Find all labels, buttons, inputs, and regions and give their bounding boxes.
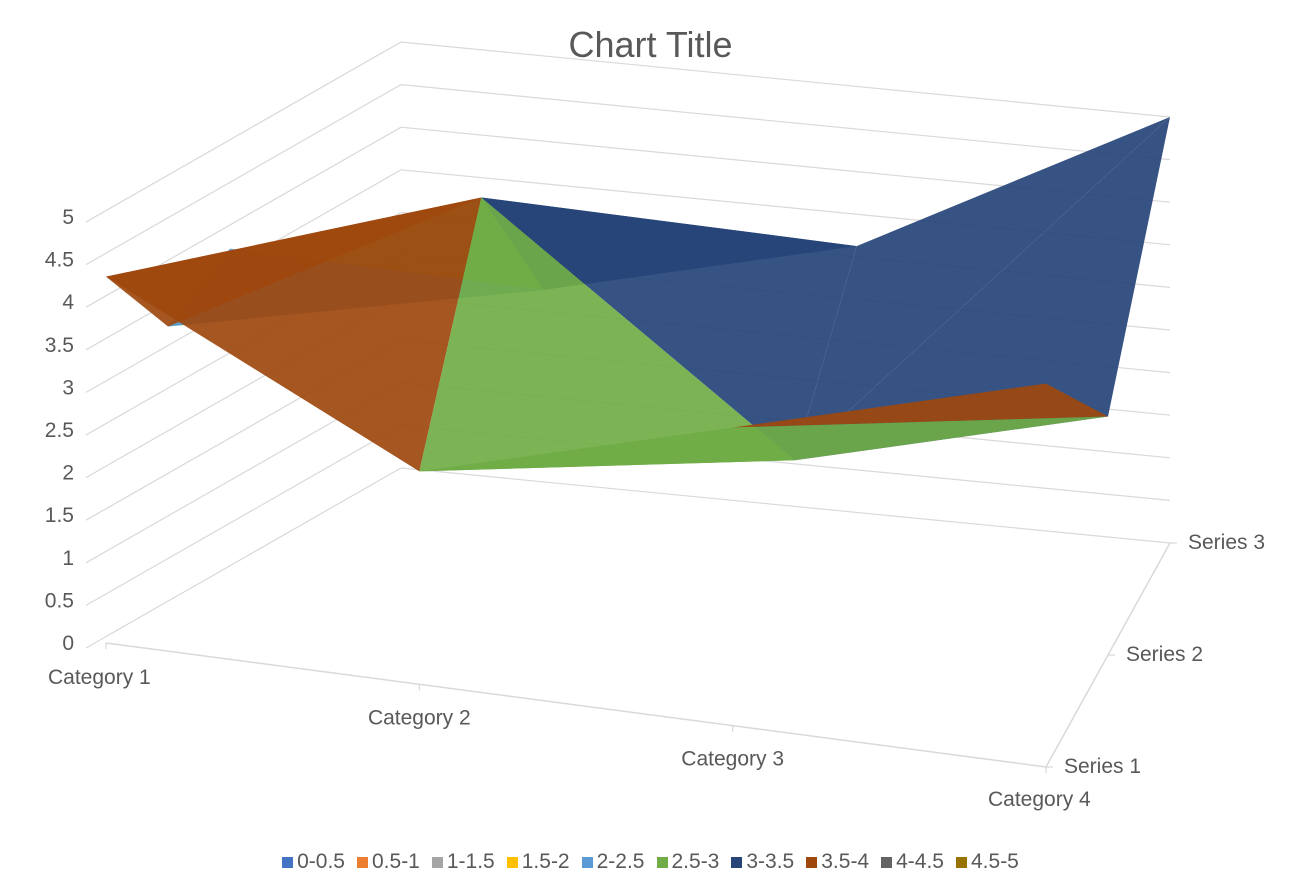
gridline-left-9 [85,84,402,266]
legend-label: 2.5-3 [671,850,720,873]
gridline-left-1 [85,424,402,606]
legend-label: 3-3.5 [746,850,795,873]
z-tick-label: 3.5 [45,334,74,357]
legend-item: 3.5-4 [806,850,869,874]
z-tick-label: 5 [62,206,74,229]
surface-facet-0-0-b [106,197,482,327]
x-tick-label: Category 3 [681,748,784,771]
x-axis-line [105,642,1047,768]
legend-label: 4-4.5 [896,850,944,873]
legend-label: 3.5-4 [821,850,870,873]
z-tick-label: 4.5 [45,249,74,272]
surface-layer [106,117,1170,472]
series-label: Series 1 [1064,755,1141,778]
label-layer: 0 0.5 1 1.5 2 2.5 3 3.5 4 4.5 5 Category 1 Category … [45,206,1265,811]
z-tick-label: 1 [62,547,74,570]
z-tick-label: 0 [62,632,74,655]
legend-label: 2-2.5 [596,850,645,873]
surface-facet-1-1-b [481,197,857,290]
legend-item: 0.5-1 [357,850,420,874]
series-label: Series 2 [1126,643,1203,666]
legend-swatch [806,856,818,868]
surface-facet-1-0-b [419,197,795,472]
legend-swatch [731,856,743,868]
legend-swatch [506,856,518,868]
x-tick-label: Category 4 [988,788,1091,811]
z-tick-label: 0.5 [45,589,74,612]
gridline-back-9 [400,84,1171,161]
chart-title: Chart Title [568,24,733,65]
legend-label: 1.5-2 [521,850,570,873]
gridline-back-0 [400,467,1171,544]
legend-swatch [431,856,443,868]
z-tick-label: 1.5 [45,504,74,527]
surface-facet-2-1-b [794,117,1170,461]
legend: 0-0.5 0.5-1 1-1.5 1.5-2 2-2.5 2.5-3 3-3.5 3.5-4… [0,850,1301,874]
gridline-back-10 [400,41,1171,118]
legend-swatch [881,856,893,868]
legend-label: 0-0.5 [297,850,345,873]
x-tick-label: Category 2 [368,706,471,729]
legend-item: 3-3.5 [731,850,794,874]
gridline-left-10 [85,41,402,223]
surface-facet-2-0-a [732,383,1108,428]
legend-item: 4.5-5 [956,850,1019,874]
z-tick-label: 2 [62,462,74,485]
gridline-left-0 [85,467,402,649]
legend-item: 1.5-2 [506,850,570,874]
legend-item: 2.5-3 [656,850,720,874]
series-label: Series 3 [1188,531,1265,554]
z-tick-label: 2.5 [45,419,74,442]
z-tick-label: 4 [62,291,74,314]
legend-item: 4-4.5 [881,850,944,874]
legend-swatch [357,856,368,868]
legend-item: 1-1.5 [431,850,495,874]
legend-swatch [956,856,967,868]
legend-label: 0.5-1 [372,850,420,873]
z-tick-label: 3 [62,376,74,399]
legend-swatch [581,856,593,868]
legend-swatch [656,856,668,868]
surface-facet-2-0-b [732,416,1108,461]
x-tick-label: Category 1 [48,666,151,689]
legend-item: 2-2.5 [581,850,645,874]
legend-label: 4.5-5 [971,850,1019,873]
legend-swatch [282,856,294,868]
legend-label: 1-1.5 [446,850,495,873]
legend-item: 0-0.5 [282,850,345,874]
